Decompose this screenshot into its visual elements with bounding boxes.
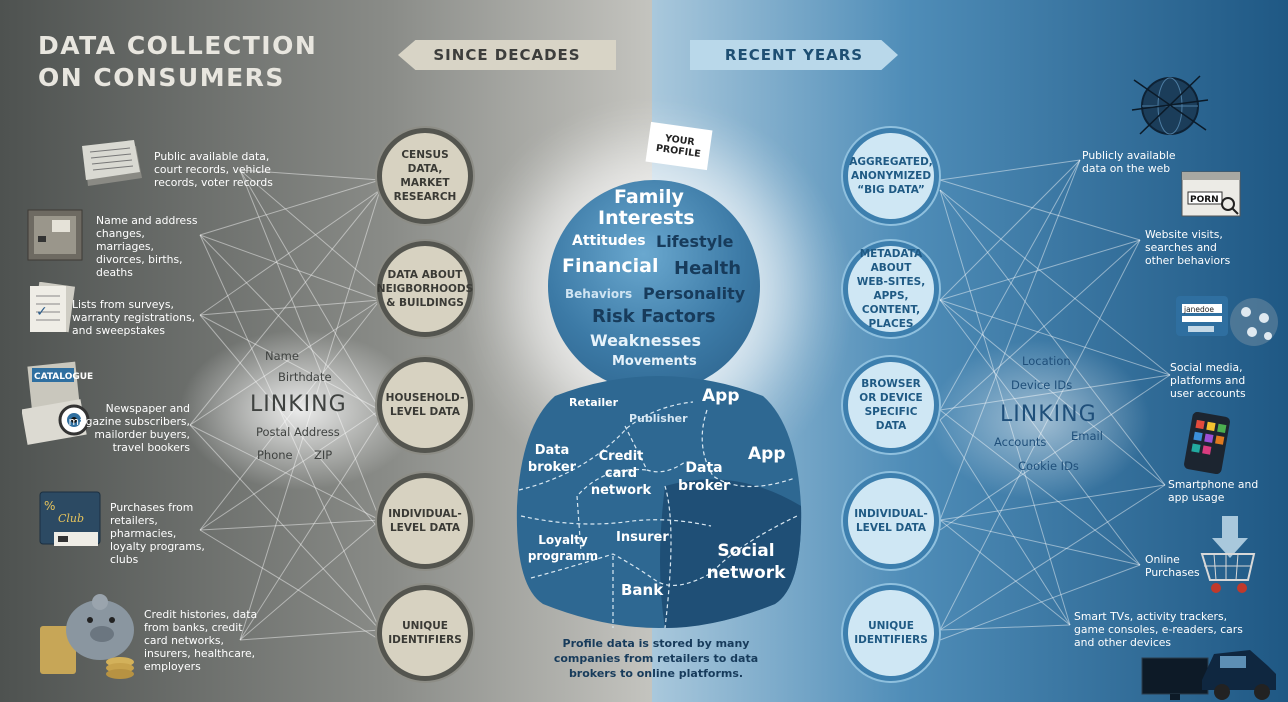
node-household-data: HOUSEHOLD-LEVEL DATA bbox=[377, 357, 473, 453]
source-smartphone: Smartphone and app usage bbox=[1168, 478, 1259, 504]
node-individual-data-left: INDIVIDUAL-LEVEL DATA bbox=[377, 473, 473, 569]
segment-publisher: Publisher bbox=[629, 412, 688, 425]
source-website-visits: Website visits, searches and other behav… bbox=[1145, 228, 1231, 267]
svg-text:Club: Club bbox=[58, 512, 84, 525]
smartphone-icon bbox=[1184, 412, 1230, 474]
trait-movements: Movements bbox=[612, 354, 697, 369]
trait-personality: Personality bbox=[643, 284, 746, 303]
segment-data-broker-left: Data broker bbox=[527, 443, 577, 475]
segment-social-network: Social network bbox=[706, 541, 786, 583]
profile-caption: Profile data is stored by many companies… bbox=[553, 637, 759, 680]
svg-text:✓: ✓ bbox=[36, 304, 48, 320]
newspaper-stack-icon bbox=[82, 140, 142, 186]
survey-forms-icon: ✓ bbox=[30, 282, 76, 333]
source-public-data: Public available data, court records, ve… bbox=[154, 150, 273, 189]
trait-financial: Financial bbox=[562, 255, 659, 277]
left-link-name: Name bbox=[265, 349, 299, 363]
left-link-birthdate: Birthdate bbox=[278, 370, 332, 384]
node-census-data: CENSUS DATA, MARKET RESEARCH bbox=[377, 128, 473, 224]
node-unique-identifiers-left: UNIQUE IDENTIFIERS bbox=[377, 585, 473, 681]
segment-app-right: App bbox=[748, 444, 786, 464]
segment-loyalty-programm: Loyalty programm bbox=[527, 533, 599, 563]
right-link-location: Location bbox=[1022, 354, 1071, 368]
trait-risk-factors: Risk Factors bbox=[592, 306, 716, 327]
your-profile-flag: YOUR PROFILE bbox=[645, 121, 713, 171]
source-name-address-changes: Name and address changes, marriages, div… bbox=[96, 214, 198, 279]
svg-text:janedoe: janedoe bbox=[1183, 305, 1214, 314]
left-link-postal-address: Postal Address bbox=[256, 425, 340, 439]
source-purchases: Purchases from retailers, pharmacies, lo… bbox=[110, 501, 205, 566]
left-link-phone: Phone bbox=[257, 448, 293, 462]
right-link-accounts: Accounts bbox=[994, 435, 1047, 449]
segment-credit-card-network: Credit card network bbox=[590, 449, 652, 498]
node-metadata: METADATA ABOUT WEB-SITES, APPS, CONTENT,… bbox=[843, 241, 939, 337]
profile-body bbox=[516, 376, 802, 628]
source-web-data: Publicly available data on the web bbox=[1082, 149, 1176, 175]
shopping-cart-icon bbox=[1200, 516, 1256, 593]
trait-behaviors: Behaviors bbox=[565, 287, 633, 301]
segment-retailer: Retailer bbox=[569, 396, 619, 409]
right-link-device-ids: Device IDs bbox=[1011, 378, 1073, 392]
globe-network-icon bbox=[1131, 75, 1209, 135]
node-neighborhoods-buildings: DATA ABOUT NEIGBORHOODS & BUILDINGS bbox=[377, 241, 473, 337]
svg-text:PORN: PORN bbox=[1190, 195, 1219, 205]
node-individual-data-right: INDIVIDUAL-LEVEL DATA bbox=[843, 473, 939, 569]
login-network-icon: janedoe bbox=[1176, 296, 1278, 346]
segment-app-top: App bbox=[702, 386, 740, 406]
right-link-cookie-ids: Cookie IDs bbox=[1018, 459, 1079, 473]
trait-family: Family bbox=[614, 186, 684, 208]
source-surveys-lists: Lists from surveys, warranty registratio… bbox=[72, 298, 195, 337]
club-card-icon: Club % bbox=[39, 491, 101, 546]
segment-insurer: Insurer bbox=[616, 530, 669, 545]
right-link-email: Email bbox=[1071, 429, 1103, 443]
trait-weaknesses: Weaknesses bbox=[590, 331, 702, 350]
source-devices: Smart TVs, activity trackers, game conso… bbox=[1074, 610, 1243, 649]
page-title: DATA COLLECTION ON CONSUMERS bbox=[38, 31, 318, 92]
trait-attitudes: Attitudes bbox=[572, 233, 646, 249]
left-linking-title: LINKING bbox=[250, 392, 347, 417]
source-credit-histories: Credit histories, data from banks, credi… bbox=[144, 608, 258, 673]
since-decades-banner: SINCE DECADES bbox=[398, 40, 616, 70]
catalogue-eye-icon: CATALOGUE bbox=[22, 361, 93, 445]
segment-data-broker-right: Data broker bbox=[678, 460, 730, 494]
tv-car-icon bbox=[1141, 650, 1276, 700]
piggy-bank-icon bbox=[40, 594, 134, 679]
source-social-media: Social media, platforms and user account… bbox=[1170, 361, 1246, 400]
source-subscribers: Newspaper and magazine subscribers, mail… bbox=[68, 402, 190, 454]
browser-window-icon: PORN bbox=[1181, 171, 1241, 217]
segment-bank: Bank bbox=[621, 581, 664, 599]
svg-text:%: % bbox=[44, 499, 55, 513]
node-browser-device-data: BROWSER OR DEVICE SPECIFIC DATA bbox=[843, 357, 939, 453]
trait-health: Health bbox=[674, 258, 742, 279]
left-link-zip: ZIP bbox=[314, 448, 333, 462]
node-big-data: AGGREGATED, ANONYMIZED “BIG DATA” bbox=[843, 128, 939, 224]
recent-years-banner: RECENT YEARS bbox=[690, 40, 898, 70]
source-online-purchases: Online Purchases bbox=[1145, 553, 1200, 579]
trait-interests: Interests bbox=[598, 207, 695, 229]
node-unique-identifiers-right: UNIQUE IDENTIFIERS bbox=[843, 585, 939, 681]
mailbox-icon bbox=[27, 209, 83, 261]
profile-head bbox=[548, 180, 760, 392]
svg-text:CATALOGUE: CATALOGUE bbox=[34, 372, 93, 382]
trait-lifestyle: Lifestyle bbox=[656, 232, 734, 251]
right-linking-title: LINKING bbox=[1000, 402, 1097, 427]
